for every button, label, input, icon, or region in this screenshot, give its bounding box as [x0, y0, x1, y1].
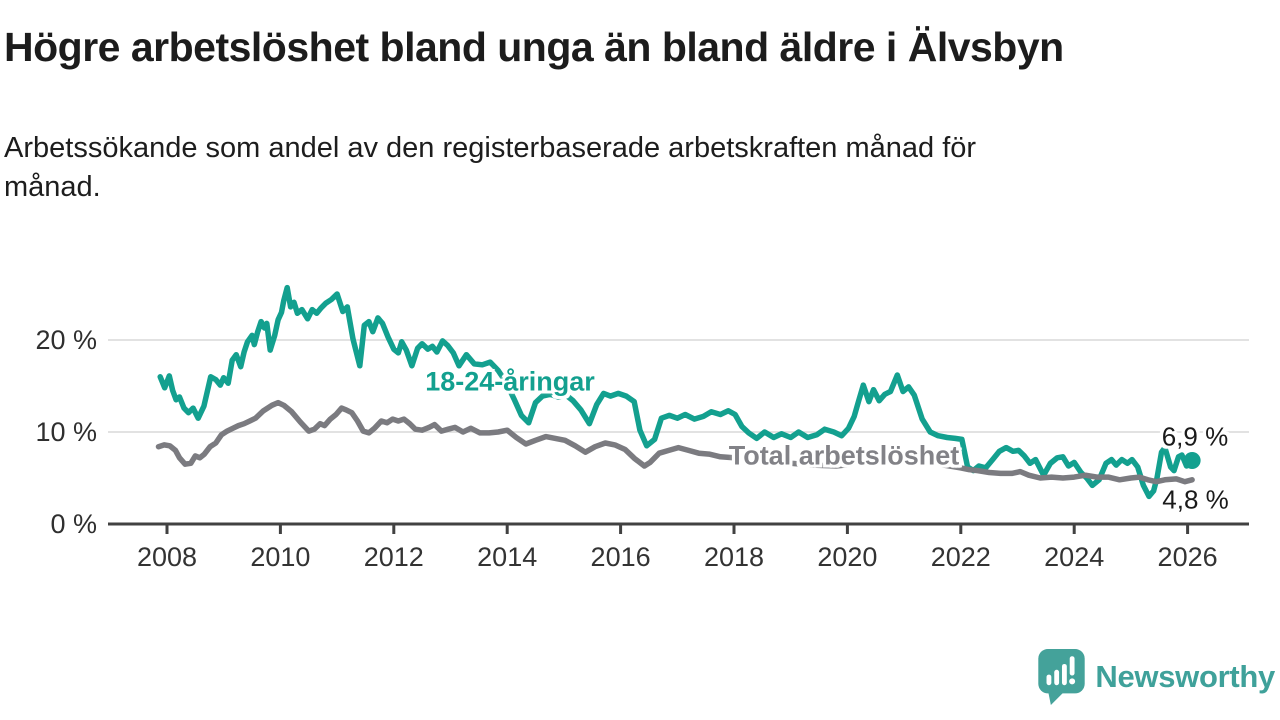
page-title: Högre arbetslöshet bland unga än bland ä…: [4, 24, 1064, 70]
x-axis-tick-label: 2008: [137, 542, 197, 572]
y-axis-tick-label: 0 %: [50, 509, 97, 539]
y-axis-tick-label: 10 %: [35, 417, 97, 447]
x-axis-tick-label: 2024: [1044, 542, 1104, 572]
total-unemployment-line: [155, 399, 1195, 485]
youth-unemployment-line: [157, 284, 1195, 500]
x-axis-tick-label: 2026: [1158, 542, 1218, 572]
newsworthy-logo: Newsworthy: [1037, 648, 1275, 706]
x-axis-tick-label: 2010: [250, 542, 310, 572]
series-end-dot: [1183, 452, 1201, 470]
x-axis-tick-label: 2022: [931, 542, 991, 572]
x-axis-tick-label: 2020: [817, 542, 877, 572]
x-axis-tick-label: 2016: [591, 542, 651, 572]
page-subtitle: Arbetssökande som andel av den registerb…: [4, 132, 977, 203]
x-axis-tick-label: 2014: [477, 542, 537, 572]
newsworthy-logo-text: Newsworthy: [1095, 659, 1275, 694]
y-axis-tick-label: 20 %: [35, 325, 97, 355]
bar-chart-speech-bubble-icon: [1038, 648, 1086, 706]
x-axis-tick-label: 2012: [364, 542, 424, 572]
unemployment-line-chart: 0 % 10 % 20 % 2008 2010 2012 2014 2016 2018 2020 2…: [35, 284, 1249, 572]
x-axis-tick-label: 2018: [704, 542, 764, 572]
